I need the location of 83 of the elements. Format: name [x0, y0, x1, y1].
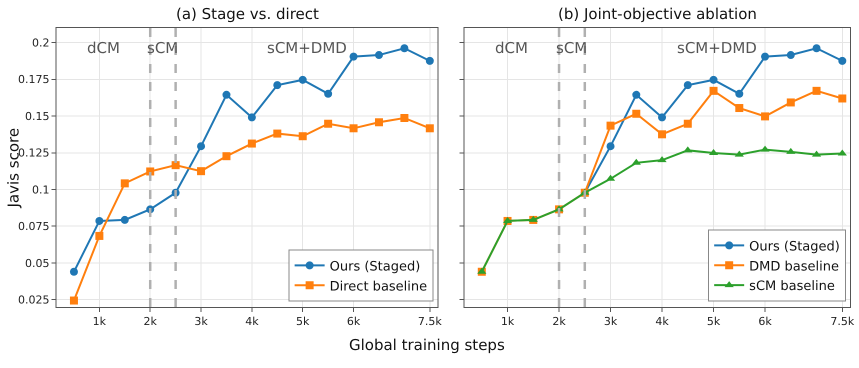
- chart-title: (b) Joint-objective ablation: [558, 5, 757, 23]
- point: [120, 216, 129, 224]
- x-tick-label: 4k: [655, 315, 670, 328]
- point: [632, 110, 640, 118]
- legend-label: Direct baseline: [330, 279, 428, 294]
- legend-label: sCM baseline: [749, 279, 835, 294]
- y-tick-label: 0.1: [32, 183, 50, 196]
- point: [632, 90, 640, 99]
- point: [761, 112, 770, 120]
- y-tick-label: 0.075: [18, 220, 50, 234]
- x-tick-label: 7.5k: [830, 315, 855, 328]
- annotation: sCM: [147, 39, 178, 57]
- chart-title: (a) Stage vs. direct: [176, 5, 320, 23]
- point: [324, 90, 332, 98]
- annotation: sCM+DMD: [267, 39, 347, 57]
- point: [222, 152, 230, 160]
- point: [248, 140, 256, 148]
- point: [684, 120, 692, 128]
- point: [838, 94, 846, 102]
- x-tick-label: 1k: [500, 315, 515, 328]
- point: [197, 167, 206, 176]
- annotation: sCM: [556, 39, 588, 57]
- x-tick-label: 2k: [552, 315, 566, 328]
- point: [324, 120, 332, 128]
- point: [350, 124, 358, 132]
- point: [838, 56, 846, 65]
- x-tick-label: 6k: [346, 315, 361, 328]
- point: [710, 76, 718, 84]
- y-tick-label: 0.2: [32, 36, 50, 50]
- legend-label: DMD baseline: [749, 259, 839, 274]
- point: [761, 52, 770, 61]
- point: [400, 44, 408, 52]
- point: [812, 44, 821, 52]
- y-tick-label: 0.05: [24, 256, 50, 270]
- x-tick-label: 1k: [92, 315, 107, 328]
- y-tick-label: 0.025: [18, 294, 50, 307]
- annotation: dCM: [495, 39, 528, 57]
- annotation: dCM: [87, 39, 120, 57]
- point: [606, 142, 615, 150]
- point: [70, 296, 78, 305]
- point: [735, 90, 744, 98]
- x-tick-label: 3k: [604, 315, 618, 328]
- y-tick-label: 0.15: [24, 110, 50, 123]
- point: [374, 51, 383, 60]
- x-tick-label: 5k: [296, 315, 310, 328]
- x-tick-label: 2k: [144, 315, 158, 328]
- legend-label: Ours (Staged): [749, 239, 840, 254]
- point: [248, 113, 256, 122]
- point: [400, 114, 408, 122]
- point: [197, 142, 206, 150]
- legend-label: Ours (Staged): [330, 259, 420, 274]
- y-tick-label: 0.175: [18, 73, 50, 86]
- point: [786, 98, 795, 106]
- point: [95, 216, 104, 225]
- point: [298, 132, 307, 140]
- point: [426, 124, 434, 132]
- point: [70, 268, 78, 276]
- point: [658, 130, 666, 138]
- point: [172, 161, 180, 170]
- point: [658, 113, 666, 122]
- x-tick-label: 7.5k: [418, 315, 442, 328]
- x-tick-label: 4k: [245, 315, 260, 328]
- point: [606, 122, 615, 130]
- x-tick-label: 6k: [758, 315, 772, 328]
- point: [684, 81, 692, 90]
- point: [735, 104, 744, 112]
- point: [350, 52, 358, 61]
- point: [426, 56, 434, 65]
- annotation: sCM+DMD: [677, 39, 757, 57]
- point: [120, 179, 129, 188]
- x-tick-label: 5k: [706, 315, 721, 328]
- point: [273, 81, 282, 90]
- point: [298, 76, 307, 84]
- x-axis-title: Global training steps: [349, 336, 505, 354]
- point: [273, 130, 282, 138]
- y-tick-label: 0.125: [18, 146, 50, 160]
- point: [95, 232, 104, 240]
- point: [710, 86, 718, 95]
- point: [786, 51, 795, 60]
- x-tick-label: 3k: [194, 315, 208, 328]
- point: [222, 90, 230, 99]
- point: [812, 86, 821, 95]
- point: [374, 118, 383, 126]
